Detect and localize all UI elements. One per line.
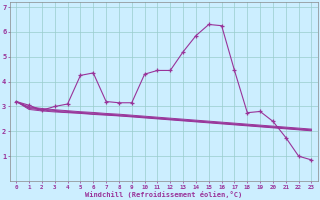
X-axis label: Windchill (Refroidissement éolien,°C): Windchill (Refroidissement éolien,°C)	[85, 191, 243, 198]
